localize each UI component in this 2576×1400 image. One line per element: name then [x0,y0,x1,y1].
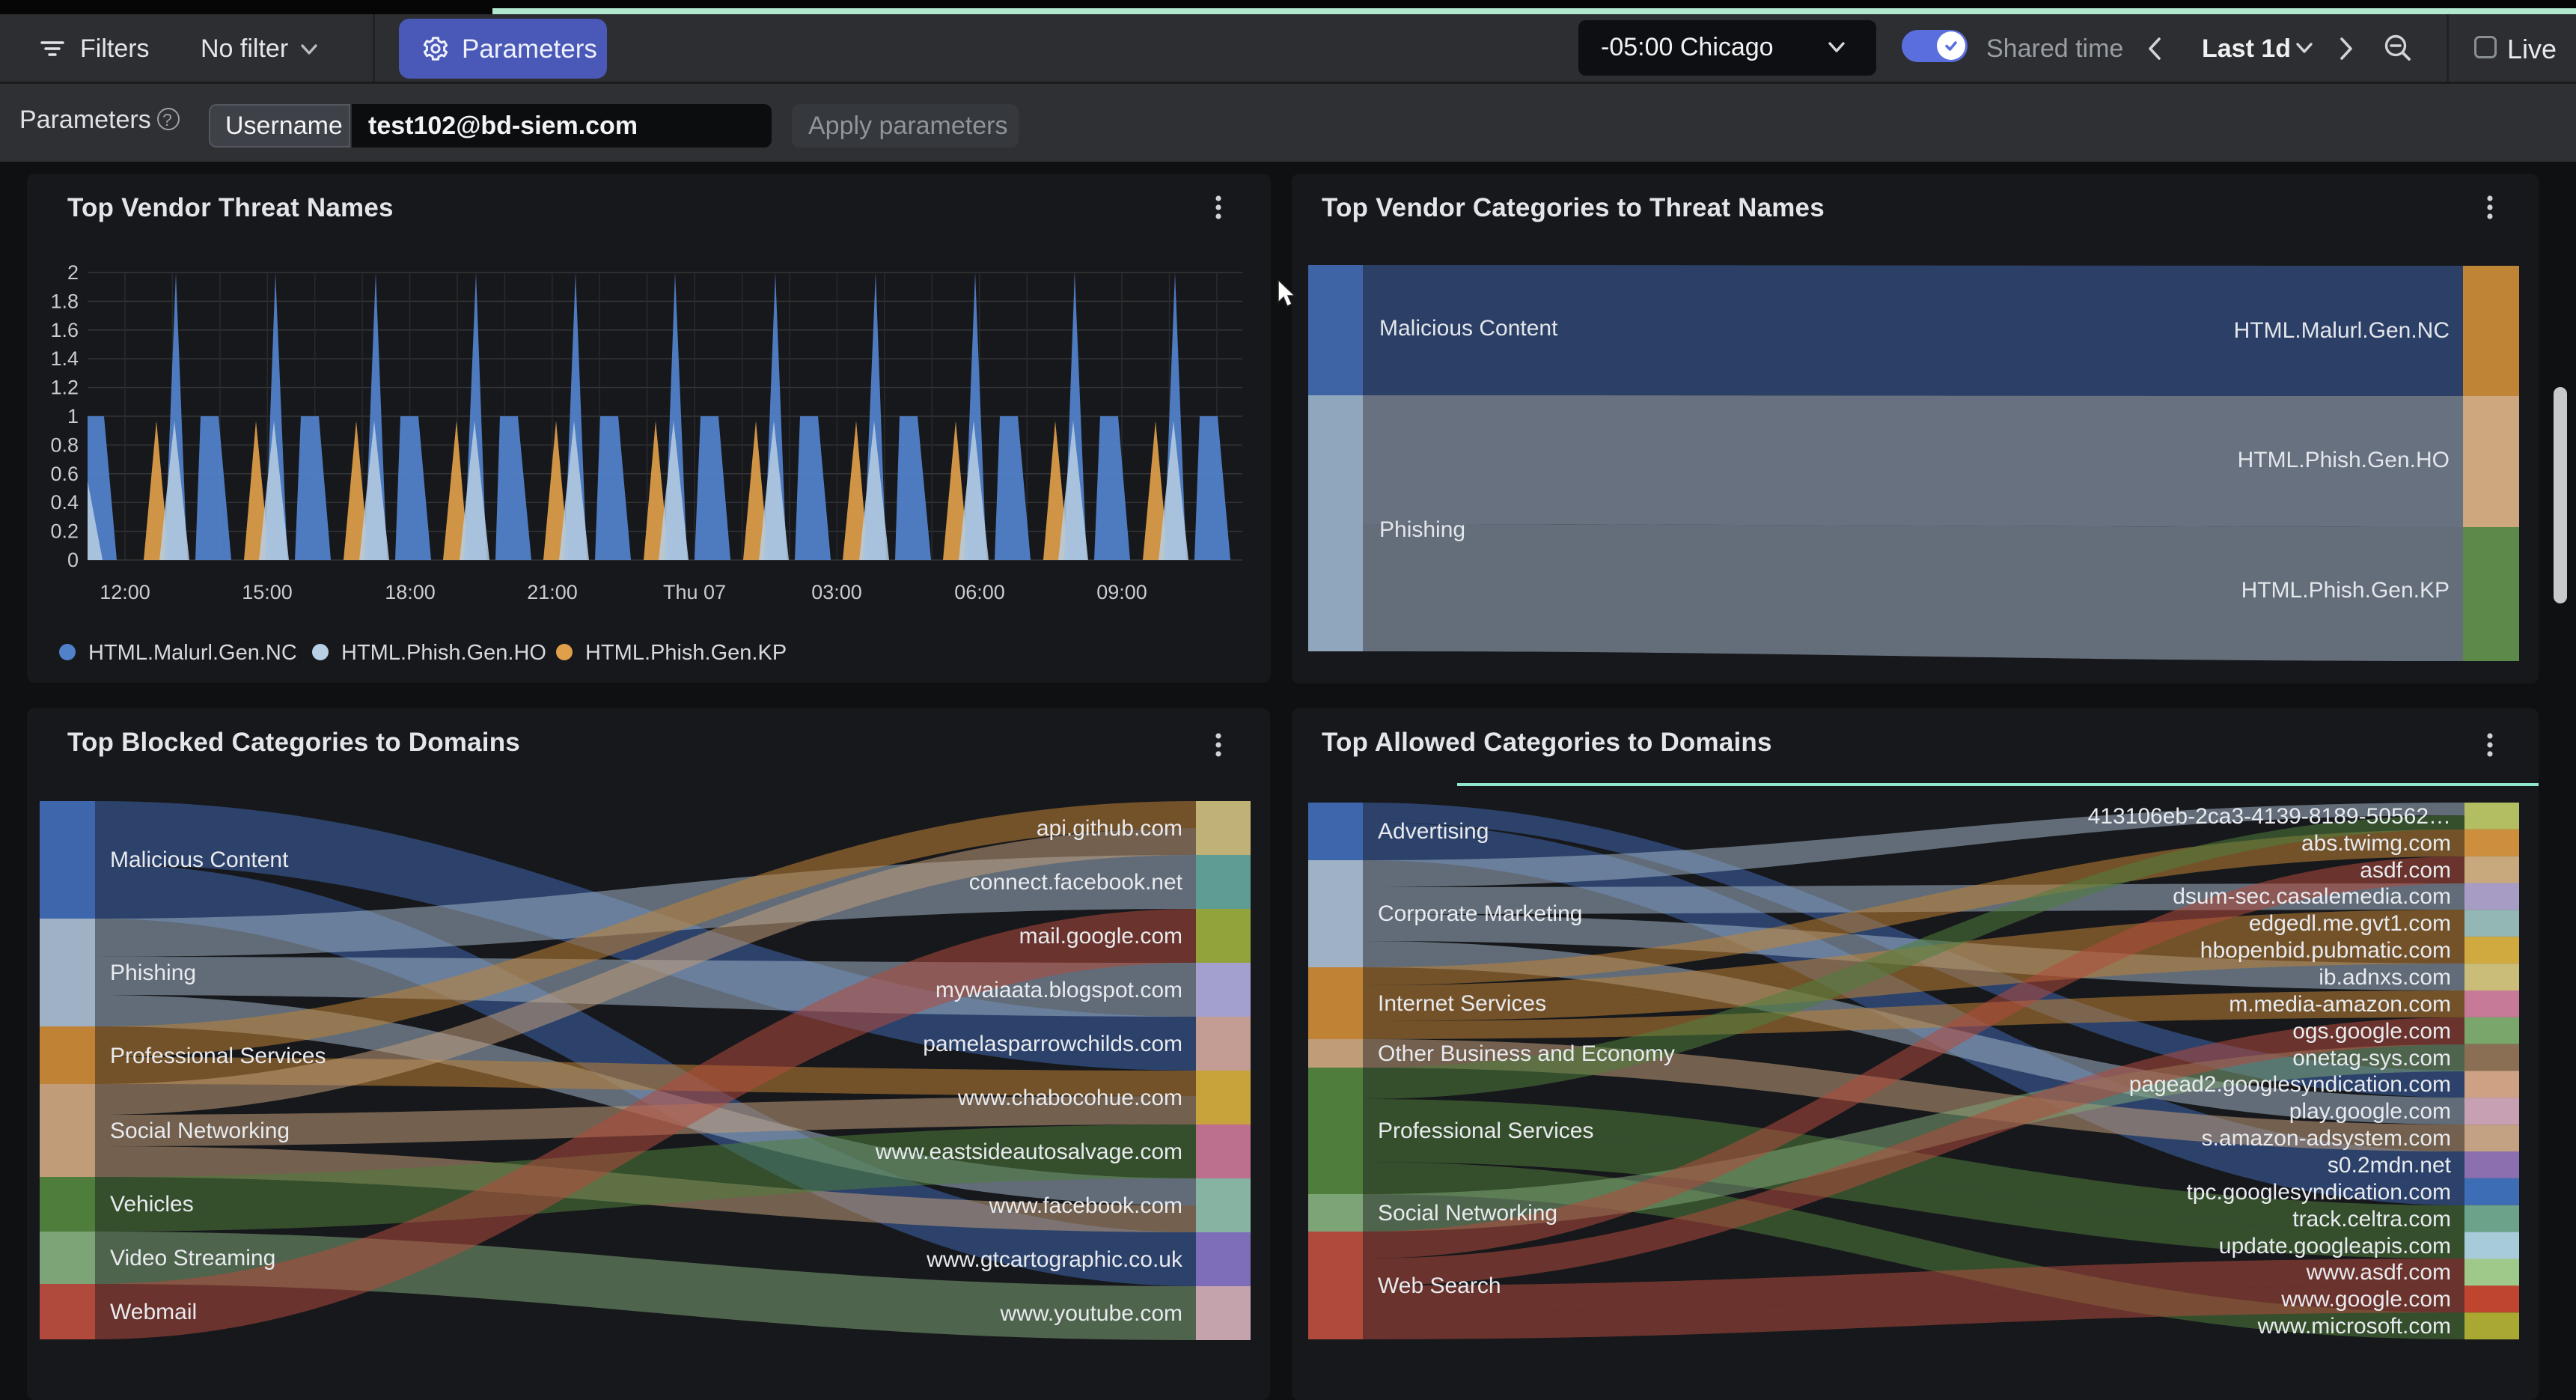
svg-text:Social Networking: Social Networking [110,1119,290,1143]
svg-text:HTML.Malurl.Gen.NC: HTML.Malurl.Gen.NC [2234,318,2450,343]
svg-text:ib.adnxs.com: ib.adnxs.com [2319,965,2451,990]
svg-text:Webmail: Webmail [110,1300,197,1324]
svg-text:s0.2mdn.net: s0.2mdn.net [2328,1153,2452,1178]
svg-text:track.celtra.com: track.celtra.com [2292,1207,2451,1232]
svg-text:Professional Services: Professional Services [110,1044,326,1068]
svg-text:Phishing: Phishing [110,961,196,985]
svg-text:Web Search: Web Search [1378,1273,1501,1298]
svg-text:Malicious Content: Malicious Content [110,847,289,872]
svg-text:Vehicles: Vehicles [110,1192,194,1217]
svg-text:HTML.Phish.Gen.HO: HTML.Phish.Gen.HO [2238,448,2450,472]
svg-text:1: 1 [67,405,79,427]
svg-text:s.amazon-adsystem.com: s.amazon-adsystem.com [2202,1126,2451,1151]
svg-text:06:00: 06:00 [954,581,1005,603]
svg-text:Corporate Marketing: Corporate Marketing [1378,901,1582,926]
svg-text:play.google.com: play.google.com [2289,1099,2451,1124]
svg-text:Advertising: Advertising [1378,819,1489,844]
svg-text:0: 0 [67,549,79,571]
svg-text:asdf.com: asdf.com [2360,858,2451,883]
svg-text:www.chabocohue.com: www.chabocohue.com [957,1086,1182,1110]
svg-text:1.8: 1.8 [50,290,79,312]
svg-text:09:00: 09:00 [1096,581,1147,603]
svg-text:www.youtube.com: www.youtube.com [1000,1301,1182,1326]
svg-text:413106eb-2ca3-4139-8189-50562…: 413106eb-2ca3-4139-8189-50562… [2088,804,2451,829]
svg-text:HTML.Malurl.Gen.NC: HTML.Malurl.Gen.NC [88,641,297,665]
svg-text:mail.google.com: mail.google.com [1019,924,1182,949]
svg-text:0.4: 0.4 [50,491,79,514]
svg-text:03:00: 03:00 [811,581,862,603]
svg-text:www.microsoft.com: www.microsoft.com [2257,1314,2451,1339]
svg-text:Malicious Content: Malicious Content [1379,316,1558,341]
svg-text:0.6: 0.6 [50,463,79,485]
svg-text:tpc.googlesyndication.com: tpc.googlesyndication.com [2186,1180,2451,1205]
svg-text:Video Streaming: Video Streaming [110,1246,275,1270]
svg-text:HTML.Phish.Gen.KP: HTML.Phish.Gen.KP [2241,578,2450,603]
svg-text:update.googleapis.com: update.googleapis.com [2219,1234,2451,1259]
svg-text:www.asdf.com: www.asdf.com [2306,1260,2451,1285]
svg-text:hbopenbid.pubmatic.com: hbopenbid.pubmatic.com [2200,938,2451,963]
svg-text:1.2: 1.2 [50,377,79,399]
svg-text:2: 2 [67,261,79,284]
svg-text:m.media-amazon.com: m.media-amazon.com [2229,992,2451,1017]
svg-text:1.4: 1.4 [50,347,79,370]
svg-text:edgedl.me.gvt1.com: edgedl.me.gvt1.com [2249,911,2451,936]
svg-text:onetag-sys.com: onetag-sys.com [2292,1046,2451,1071]
svg-text:connect.facebook.net: connect.facebook.net [969,870,1183,895]
svg-text:www.gtcartographic.co.uk: www.gtcartographic.co.uk [926,1247,1183,1272]
svg-text:HTML.Phish.Gen.HO: HTML.Phish.Gen.HO [341,641,546,665]
svg-text:pamelasparrowchilds.com: pamelasparrowchilds.com [923,1032,1182,1056]
svg-text:abs.twimg.com: abs.twimg.com [2301,831,2451,856]
svg-text:api.github.com: api.github.com [1037,816,1182,841]
svg-text:Phishing: Phishing [1379,517,1465,542]
svg-text:18:00: 18:00 [385,581,436,603]
svg-text:1.6: 1.6 [50,319,79,341]
svg-text:HTML.Phish.Gen.KP: HTML.Phish.Gen.KP [585,641,787,665]
svg-text:0.8: 0.8 [50,433,79,456]
svg-text:12:00: 12:00 [100,581,150,603]
svg-text:dsum-sec.casalemedia.com: dsum-sec.casalemedia.com [2173,884,2451,909]
svg-text:ogs.google.com: ogs.google.com [2292,1019,2451,1044]
svg-text:Thu 07: Thu 07 [663,581,726,603]
svg-text:www.eastsideautosalvage.com: www.eastsideautosalvage.com [875,1139,1182,1164]
svg-text:mywaiaata.blogspot.com: mywaiaata.blogspot.com [936,978,1182,1002]
svg-text:15:00: 15:00 [242,581,293,603]
svg-text:www.facebook.com: www.facebook.com [989,1193,1182,1218]
svg-text:Other Business and Economy: Other Business and Economy [1378,1041,1675,1066]
svg-text:Professional Services: Professional Services [1378,1119,1593,1143]
svg-text:pagead2.googlesyndication.com: pagead2.googlesyndication.com [2129,1072,2451,1097]
svg-text:Social Networking: Social Networking [1378,1201,1557,1226]
svg-text:Internet Services: Internet Services [1378,991,1546,1016]
svg-text:0.2: 0.2 [50,520,79,543]
svg-text:21:00: 21:00 [527,581,578,603]
svg-text:www.google.com: www.google.com [2280,1287,2451,1312]
